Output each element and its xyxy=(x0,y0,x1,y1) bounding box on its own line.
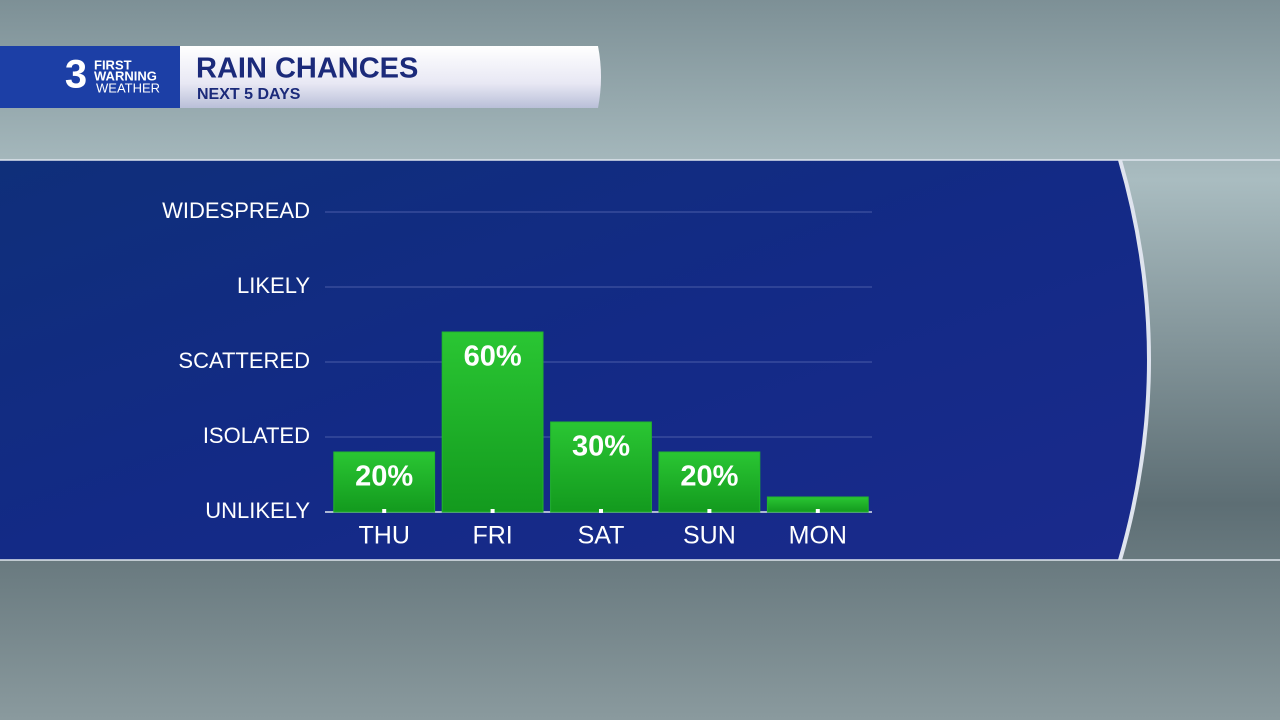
tick-dot xyxy=(382,509,387,513)
tick-dot xyxy=(707,509,712,513)
logo-box xyxy=(0,46,180,108)
logo-line: FIRST xyxy=(94,57,132,72)
x-tick-label: FRI xyxy=(472,522,512,550)
logo-line: WEATHER xyxy=(96,80,160,95)
chart-title: RAIN CHANCES xyxy=(196,53,418,85)
value-label: 20% xyxy=(680,461,738,493)
logo-number: 3 xyxy=(65,53,87,97)
chart-subtitle: NEXT 5 DAYS xyxy=(197,86,301,103)
value-label: 30% xyxy=(572,431,630,463)
bar xyxy=(441,331,544,513)
logo-line: WARNING xyxy=(94,68,157,83)
tick-dot xyxy=(599,509,603,513)
value-label: 20% xyxy=(355,461,413,493)
x-tick-label: THU xyxy=(359,522,410,550)
y-tick-label: UNLIKELY xyxy=(205,498,310,523)
x-tick-label: MON xyxy=(789,522,847,550)
x-tick-label: SUN xyxy=(683,522,736,550)
value-label: 60% xyxy=(464,341,522,373)
tick-dot xyxy=(815,509,820,513)
y-tick-label: LIKELY xyxy=(237,273,310,298)
bar xyxy=(333,451,436,513)
y-tick-label: SCATTERED xyxy=(178,348,310,373)
y-tick-label: ISOLATED xyxy=(203,423,310,448)
tick-dot xyxy=(490,509,495,513)
panel xyxy=(0,160,1149,560)
title-box xyxy=(178,46,601,108)
x-tick-label: SAT xyxy=(578,522,625,550)
panel-edge xyxy=(1118,159,1151,561)
y-tick-label: WIDESPREAD xyxy=(162,198,310,223)
